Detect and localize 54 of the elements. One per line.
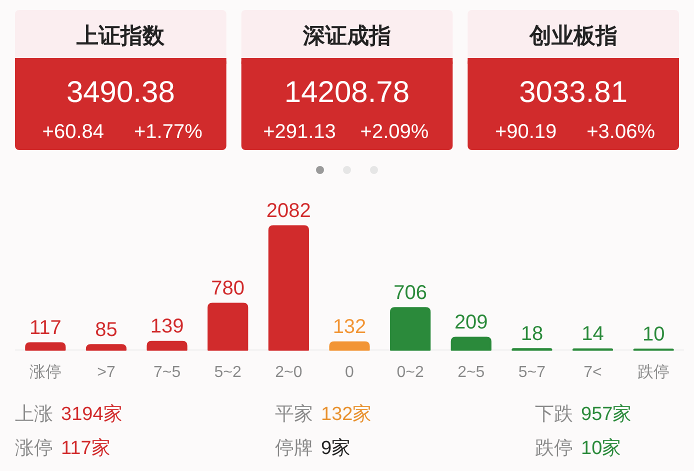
text: 3033.81 (519, 76, 628, 109)
data-label: 139 (150, 316, 184, 338)
text: 117家 (61, 437, 110, 459)
text: 创业板指 (528, 23, 618, 48)
data-label: 117 (29, 317, 62, 340)
x-tick-label: 2~0 (275, 364, 302, 381)
data-label: 14 (582, 323, 604, 346)
text: 平家 (275, 403, 313, 425)
text: 跌停 (535, 438, 573, 459)
data-label: 706 (394, 282, 428, 304)
text: +3.06% (586, 121, 656, 143)
data-label: 209 (454, 312, 488, 334)
data-label: 18 (520, 322, 544, 345)
text: +60.84 (42, 121, 104, 143)
data-label: 85 (95, 318, 118, 341)
text: 132家 (321, 403, 372, 425)
text: 涨停 (15, 438, 53, 459)
bar (329, 341, 370, 351)
text: 14208.78 (284, 76, 410, 109)
x-tick-label: 涨停 (29, 363, 62, 381)
text: 停牌 (275, 438, 313, 459)
text: +1.77% (134, 121, 203, 143)
text: 3490.38 (66, 76, 175, 109)
text: 上证指数 (76, 23, 166, 48)
text: 10家 (581, 437, 622, 459)
text: +2.09% (360, 121, 429, 143)
x-tick-label: 5~2 (214, 364, 242, 381)
bar (146, 340, 188, 351)
text: 3194家 (61, 403, 122, 425)
bar (450, 336, 492, 351)
text: 下跌 (535, 404, 573, 425)
text: 深证成指 (302, 23, 391, 48)
x-tick-label: 0 (345, 364, 354, 381)
text: +291.13 (263, 121, 336, 143)
x-tick-label: 7~5 (153, 364, 181, 381)
x-tick-label: 2~5 (458, 364, 485, 381)
x-tick-label: >7 (97, 364, 116, 381)
data-label: 780 (211, 278, 245, 300)
data-label: 10 (642, 323, 665, 346)
bar (390, 307, 431, 351)
bar (25, 342, 66, 351)
text: 9家 (321, 437, 351, 459)
bar (208, 302, 248, 351)
text: 957家 (581, 403, 632, 425)
x-tick-label: 5~7 (518, 364, 546, 381)
data-label: 2082 (266, 200, 311, 222)
bar (268, 225, 309, 351)
text: 上涨 (15, 404, 53, 425)
x-tick-label: 0~2 (396, 364, 424, 381)
data-label: 132 (332, 316, 366, 338)
x-tick-label: 7< (584, 364, 602, 381)
text: +90.19 (494, 121, 557, 143)
x-tick-label: 跌停 (638, 364, 670, 381)
bar (86, 344, 127, 351)
